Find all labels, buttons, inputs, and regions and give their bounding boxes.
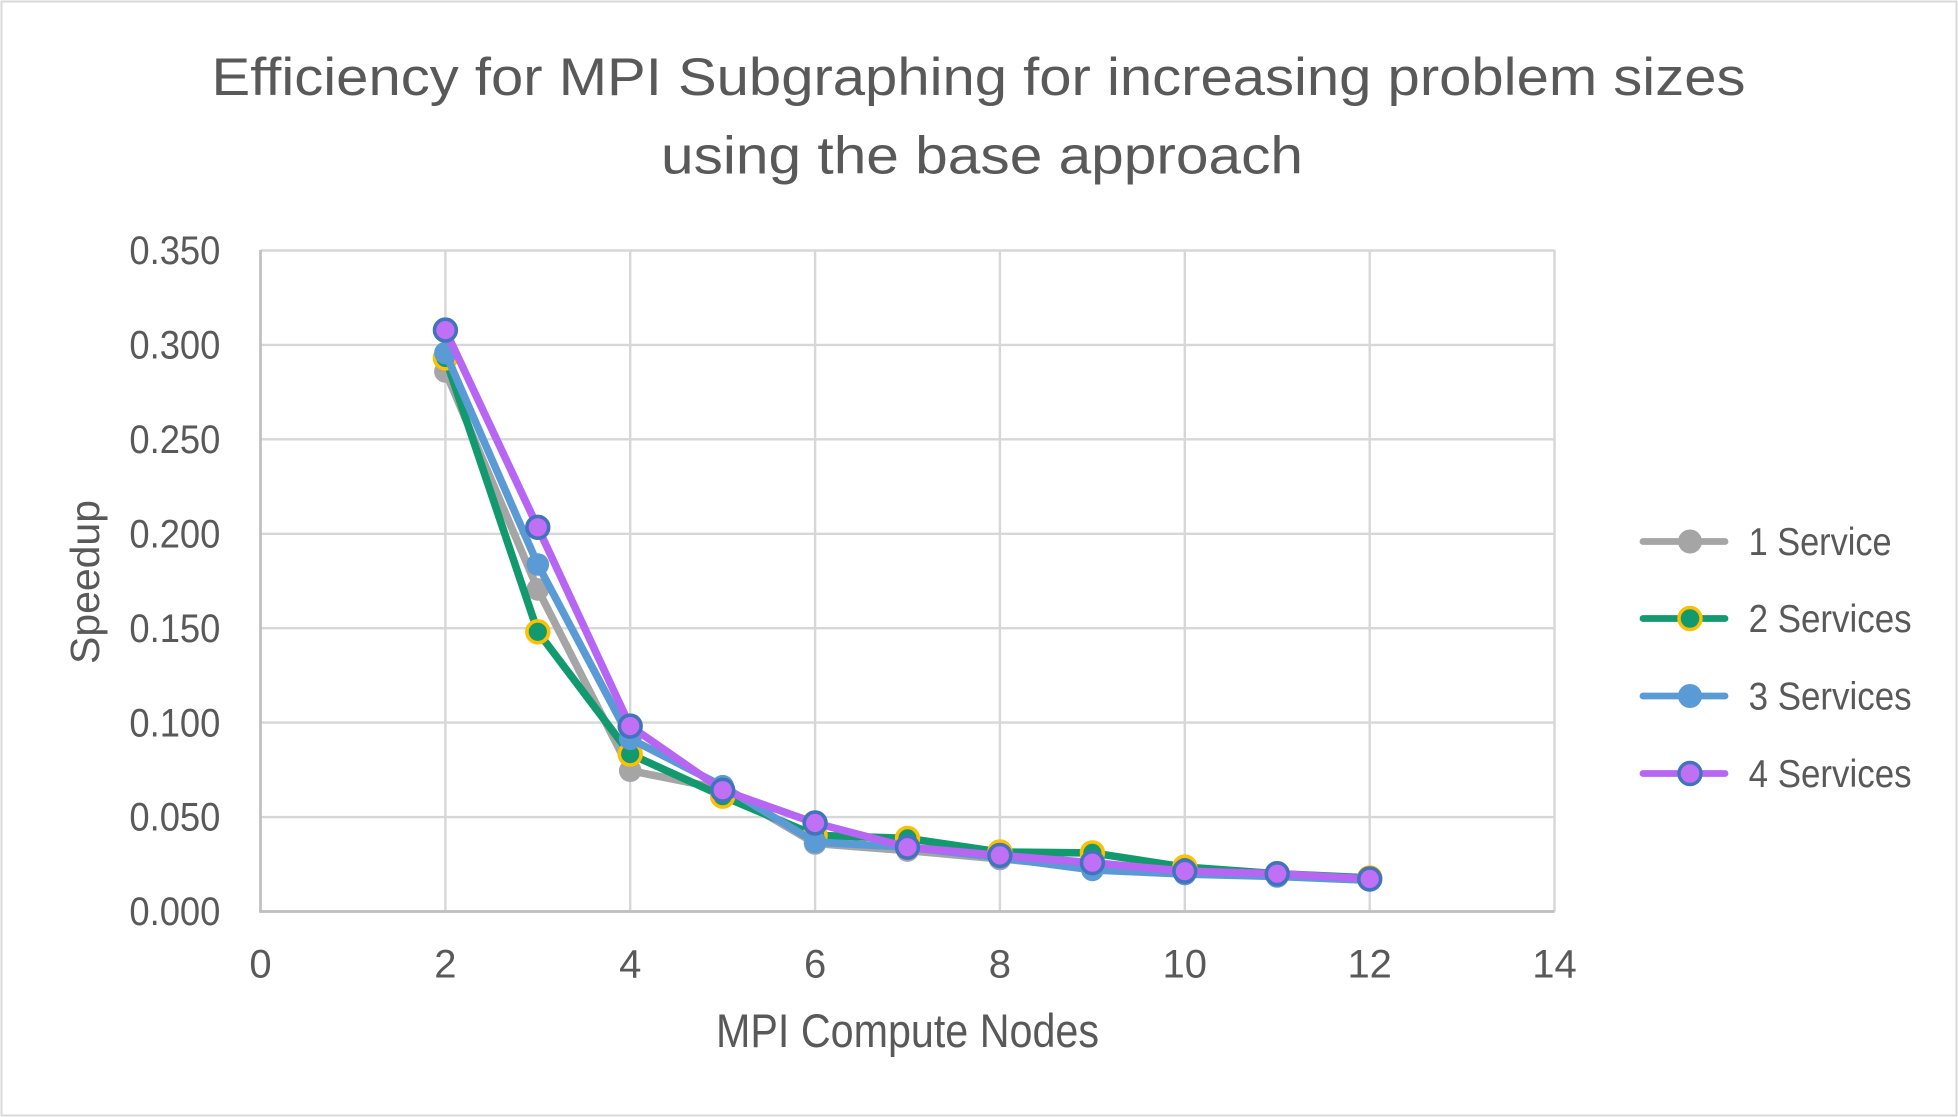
svg-text:0.350: 0.350 <box>129 229 220 273</box>
svg-text:2 Services: 2 Services <box>1749 598 1912 641</box>
svg-text:0.000: 0.000 <box>129 890 220 934</box>
svg-text:3 Services: 3 Services <box>1749 676 1912 719</box>
svg-text:8: 8 <box>989 943 1011 987</box>
svg-text:0: 0 <box>249 943 271 987</box>
svg-text:0.250: 0.250 <box>129 418 220 462</box>
svg-text:6: 6 <box>804 943 826 987</box>
svg-text:Efficiency for MPI Subgraphing: Efficiency for MPI Subgraphing for incre… <box>212 48 1746 107</box>
svg-text:4: 4 <box>619 943 641 987</box>
svg-text:using the base approach: using the base approach <box>661 126 1303 185</box>
svg-text:0.200: 0.200 <box>129 512 220 556</box>
svg-text:Speedup: Speedup <box>62 500 108 664</box>
svg-text:2: 2 <box>434 943 456 987</box>
svg-text:0.300: 0.300 <box>129 324 220 368</box>
svg-text:4 Services: 4 Services <box>1749 753 1912 796</box>
svg-text:14: 14 <box>1532 943 1577 987</box>
svg-text:0.150: 0.150 <box>129 607 220 651</box>
svg-text:12: 12 <box>1347 943 1392 987</box>
svg-text:0.050: 0.050 <box>129 796 220 840</box>
svg-text:1 Service: 1 Service <box>1749 521 1892 564</box>
svg-text:10: 10 <box>1163 943 1208 987</box>
svg-text:MPI Compute Nodes: MPI Compute Nodes <box>716 1004 1099 1057</box>
svg-text:0.100: 0.100 <box>129 701 220 745</box>
